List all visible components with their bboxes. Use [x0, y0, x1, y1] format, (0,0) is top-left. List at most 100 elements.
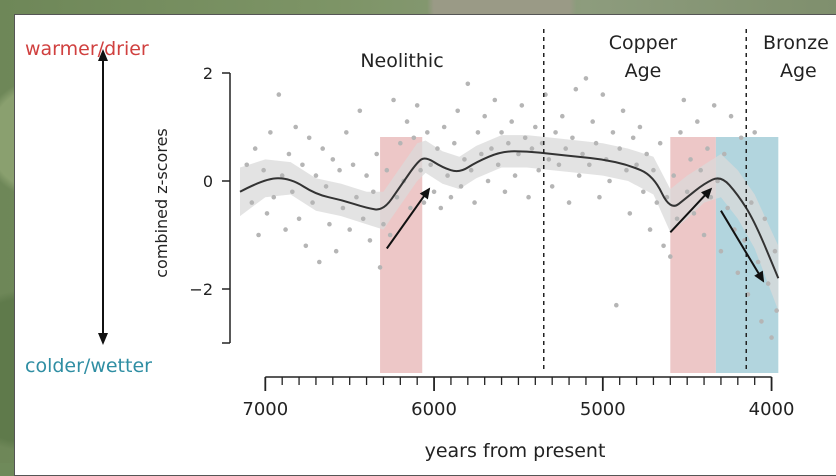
data-point: [774, 308, 779, 313]
trend-arrow-head: [754, 270, 765, 283]
data-point: [519, 103, 525, 108]
data-point: [637, 124, 643, 130]
period-neolithic: Neolithic: [360, 50, 443, 72]
data-point: [718, 248, 724, 254]
data-point: [286, 151, 292, 157]
data-point: [279, 173, 285, 178]
data-point: [509, 119, 514, 124]
data-point: [691, 211, 697, 216]
data-point: [431, 189, 437, 195]
data-point: [276, 92, 282, 97]
data-point: [556, 162, 562, 168]
data-point: [536, 167, 541, 173]
data-point: [347, 227, 352, 232]
data-point: [593, 140, 599, 146]
data-point: [617, 146, 622, 151]
y-axis: 2 0 −2: [189, 64, 231, 344]
data-point: [749, 200, 754, 205]
data-point: [722, 151, 727, 157]
data-point: [357, 108, 363, 114]
data-point: [630, 135, 636, 141]
data-point: [256, 232, 261, 238]
data-point: [762, 216, 768, 222]
data-point: [296, 216, 302, 222]
x-axis-label: years from present: [425, 440, 606, 462]
data-point: [458, 184, 464, 189]
data-point: [634, 162, 639, 168]
data-point: [384, 167, 390, 173]
trend-line-group: [239, 150, 780, 279]
data-point: [482, 113, 487, 119]
data-point: [468, 167, 474, 173]
data-point: [522, 135, 528, 141]
data-point: [708, 194, 714, 200]
data-point: [438, 205, 444, 211]
data-point: [367, 238, 373, 243]
data-point: [512, 173, 518, 178]
data-point: [705, 146, 710, 151]
data-point: [502, 189, 508, 195]
data-point: [323, 184, 329, 189]
data-point: [671, 173, 676, 178]
data-point: [264, 211, 270, 216]
data-point: [526, 194, 531, 200]
data-point: [414, 103, 420, 108]
data-point: [495, 162, 501, 168]
data-point: [360, 216, 366, 222]
data-point: [506, 140, 511, 146]
data-point: [455, 108, 460, 114]
data-point: [647, 227, 653, 232]
data-point: [644, 151, 649, 157]
data-point: [337, 167, 342, 173]
x-tick-label: 5000: [580, 399, 626, 420]
data-point: [306, 135, 312, 141]
warmer-drier-label: warmer/drier: [25, 38, 149, 60]
data-point: [327, 221, 332, 227]
data-point: [428, 162, 433, 168]
data-point: [313, 173, 319, 178]
data-point: [261, 167, 266, 173]
data-point: [684, 189, 690, 195]
data-point: [394, 194, 400, 200]
figure-panel: 2 0 −2 7000 6000 5000 4000 warmer/drier colde…: [14, 14, 836, 476]
data-point: [614, 302, 619, 308]
data-point: [755, 259, 761, 265]
data-point: [576, 173, 582, 178]
data-point: [330, 157, 336, 162]
data-point: [283, 227, 288, 232]
y-axis-label: combined z-scores: [152, 128, 171, 278]
confidence-band: [240, 135, 779, 311]
data-point: [381, 221, 386, 227]
data-point: [492, 97, 498, 103]
data-point: [452, 140, 457, 146]
data-point: [303, 243, 309, 249]
data-point: [759, 319, 764, 324]
data-point: [374, 151, 379, 157]
data-point: [701, 232, 707, 238]
data-point: [772, 248, 778, 254]
data-point: [641, 189, 646, 195]
data-point: [698, 167, 703, 173]
trend-arrow-shaft: [720, 210, 764, 282]
data-point: [499, 130, 504, 135]
data-point: [695, 119, 700, 124]
data-point: [364, 173, 369, 178]
data-point: [448, 194, 454, 200]
data-point: [681, 97, 687, 103]
data-point: [333, 248, 339, 254]
data-point: [668, 254, 673, 259]
trend-arrow-head: [419, 187, 431, 200]
x-axis: 7000 6000 5000 4000: [242, 376, 794, 420]
trend-arrow-shaft: [669, 188, 712, 233]
data-point: [765, 281, 771, 286]
x-tick-label: 6000: [411, 399, 457, 420]
data-point: [425, 130, 430, 135]
data-point: [583, 76, 589, 81]
data-point: [674, 216, 680, 222]
data-point: [573, 86, 579, 92]
data-point: [435, 146, 440, 151]
data-points: [244, 76, 779, 340]
data-point: [344, 130, 349, 135]
period-copper-line2: Age: [625, 60, 662, 82]
data-point: [624, 167, 629, 173]
